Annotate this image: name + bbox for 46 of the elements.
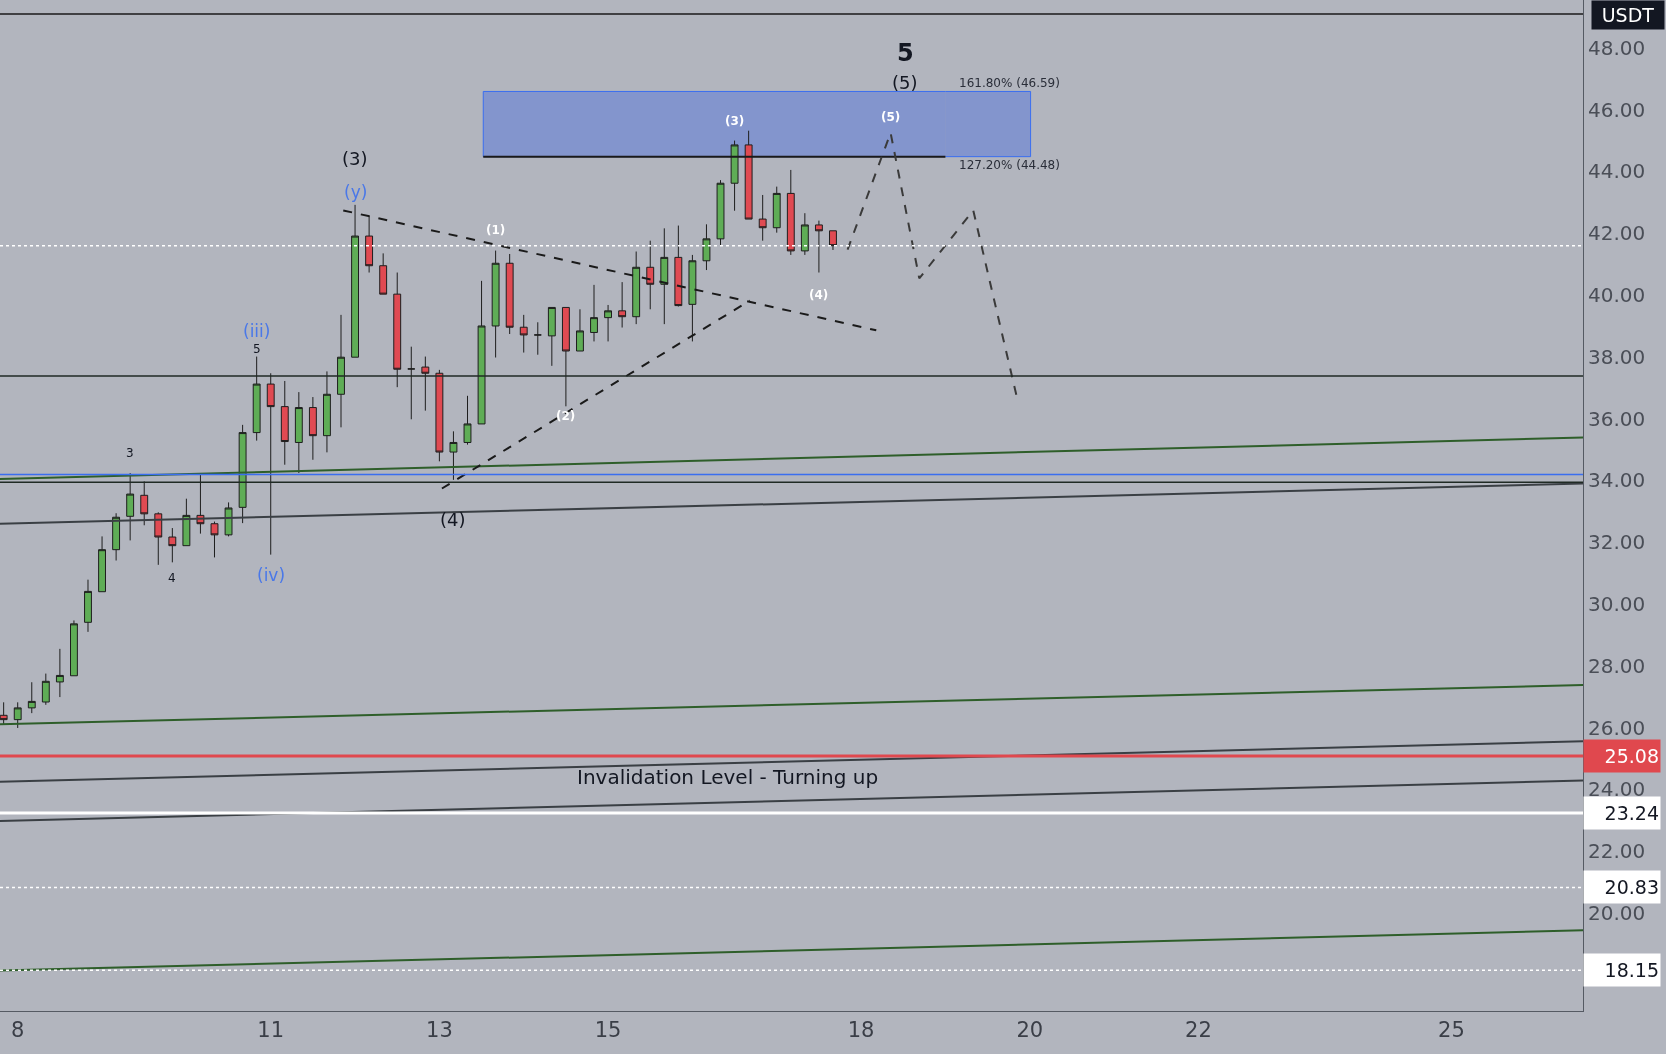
annotation: (y) (344, 182, 368, 202)
annotation: (2) (556, 409, 576, 423)
y-tick-label: 38.00 (1588, 344, 1646, 369)
y-tick-label: 20.00 (1588, 901, 1646, 926)
ref-line-label: 18.15 (1604, 959, 1659, 981)
x-tick-label: 18 (847, 1018, 875, 1043)
x-tick-label: 8 (11, 1018, 25, 1043)
y-tick-label: 28.00 (1588, 653, 1646, 678)
annotation: 4 (168, 571, 176, 585)
x-tick-label: 13 (426, 1018, 453, 1043)
annotation: 127.20% (44.48) (959, 158, 1060, 172)
y-tick-label: 36.00 (1588, 406, 1646, 431)
y-tick-label: 32.00 (1588, 530, 1646, 555)
y-tick-label: 34.00 (1588, 468, 1646, 493)
ref-line-label: 23.24 (1604, 802, 1659, 824)
y-tick-label: 22.00 (1588, 839, 1646, 864)
annotation: 5 (253, 342, 261, 356)
y-tick-label: 40.00 (1588, 283, 1646, 308)
annotation: 5 (897, 39, 914, 67)
y-tick-label: 46.00 (1588, 97, 1646, 122)
annotation: (5) (892, 72, 918, 93)
annotation: Invalidation Level - Turning up (577, 765, 879, 789)
annotation: (4) (809, 288, 829, 302)
annotation: (4) (440, 509, 466, 530)
annotation: 161.80% (46.59) (959, 76, 1060, 90)
x-tick-label: 15 (594, 1018, 622, 1043)
ref-line-label: 20.83 (1604, 876, 1659, 898)
x-tick-label: 22 (1185, 1018, 1212, 1043)
x-tick-label: 20 (1016, 1018, 1044, 1043)
annotation: 3 (126, 446, 134, 460)
ref-line-label: 25.08 (1604, 745, 1659, 767)
annotation: (3) (725, 114, 745, 128)
annotation: (iii) (243, 321, 271, 341)
y-tick-label: 30.00 (1588, 592, 1646, 617)
y-tick-label: 24.00 (1588, 777, 1646, 802)
y-axis-title: USDT (1601, 4, 1655, 26)
y-tick-label: 26.00 (1588, 715, 1646, 740)
y-tick-label: 48.00 (1588, 35, 1646, 60)
annotation: (1) (486, 223, 506, 237)
annotation: (iv) (257, 565, 286, 585)
annotation: (3) (342, 148, 368, 169)
y-tick-label: 44.00 (1588, 159, 1646, 184)
annotation: (5) (881, 110, 901, 124)
x-tick-label: 25 (1438, 1018, 1465, 1043)
x-tick-label: 11 (257, 1018, 285, 1043)
y-tick-label: 42.00 (1588, 221, 1646, 246)
